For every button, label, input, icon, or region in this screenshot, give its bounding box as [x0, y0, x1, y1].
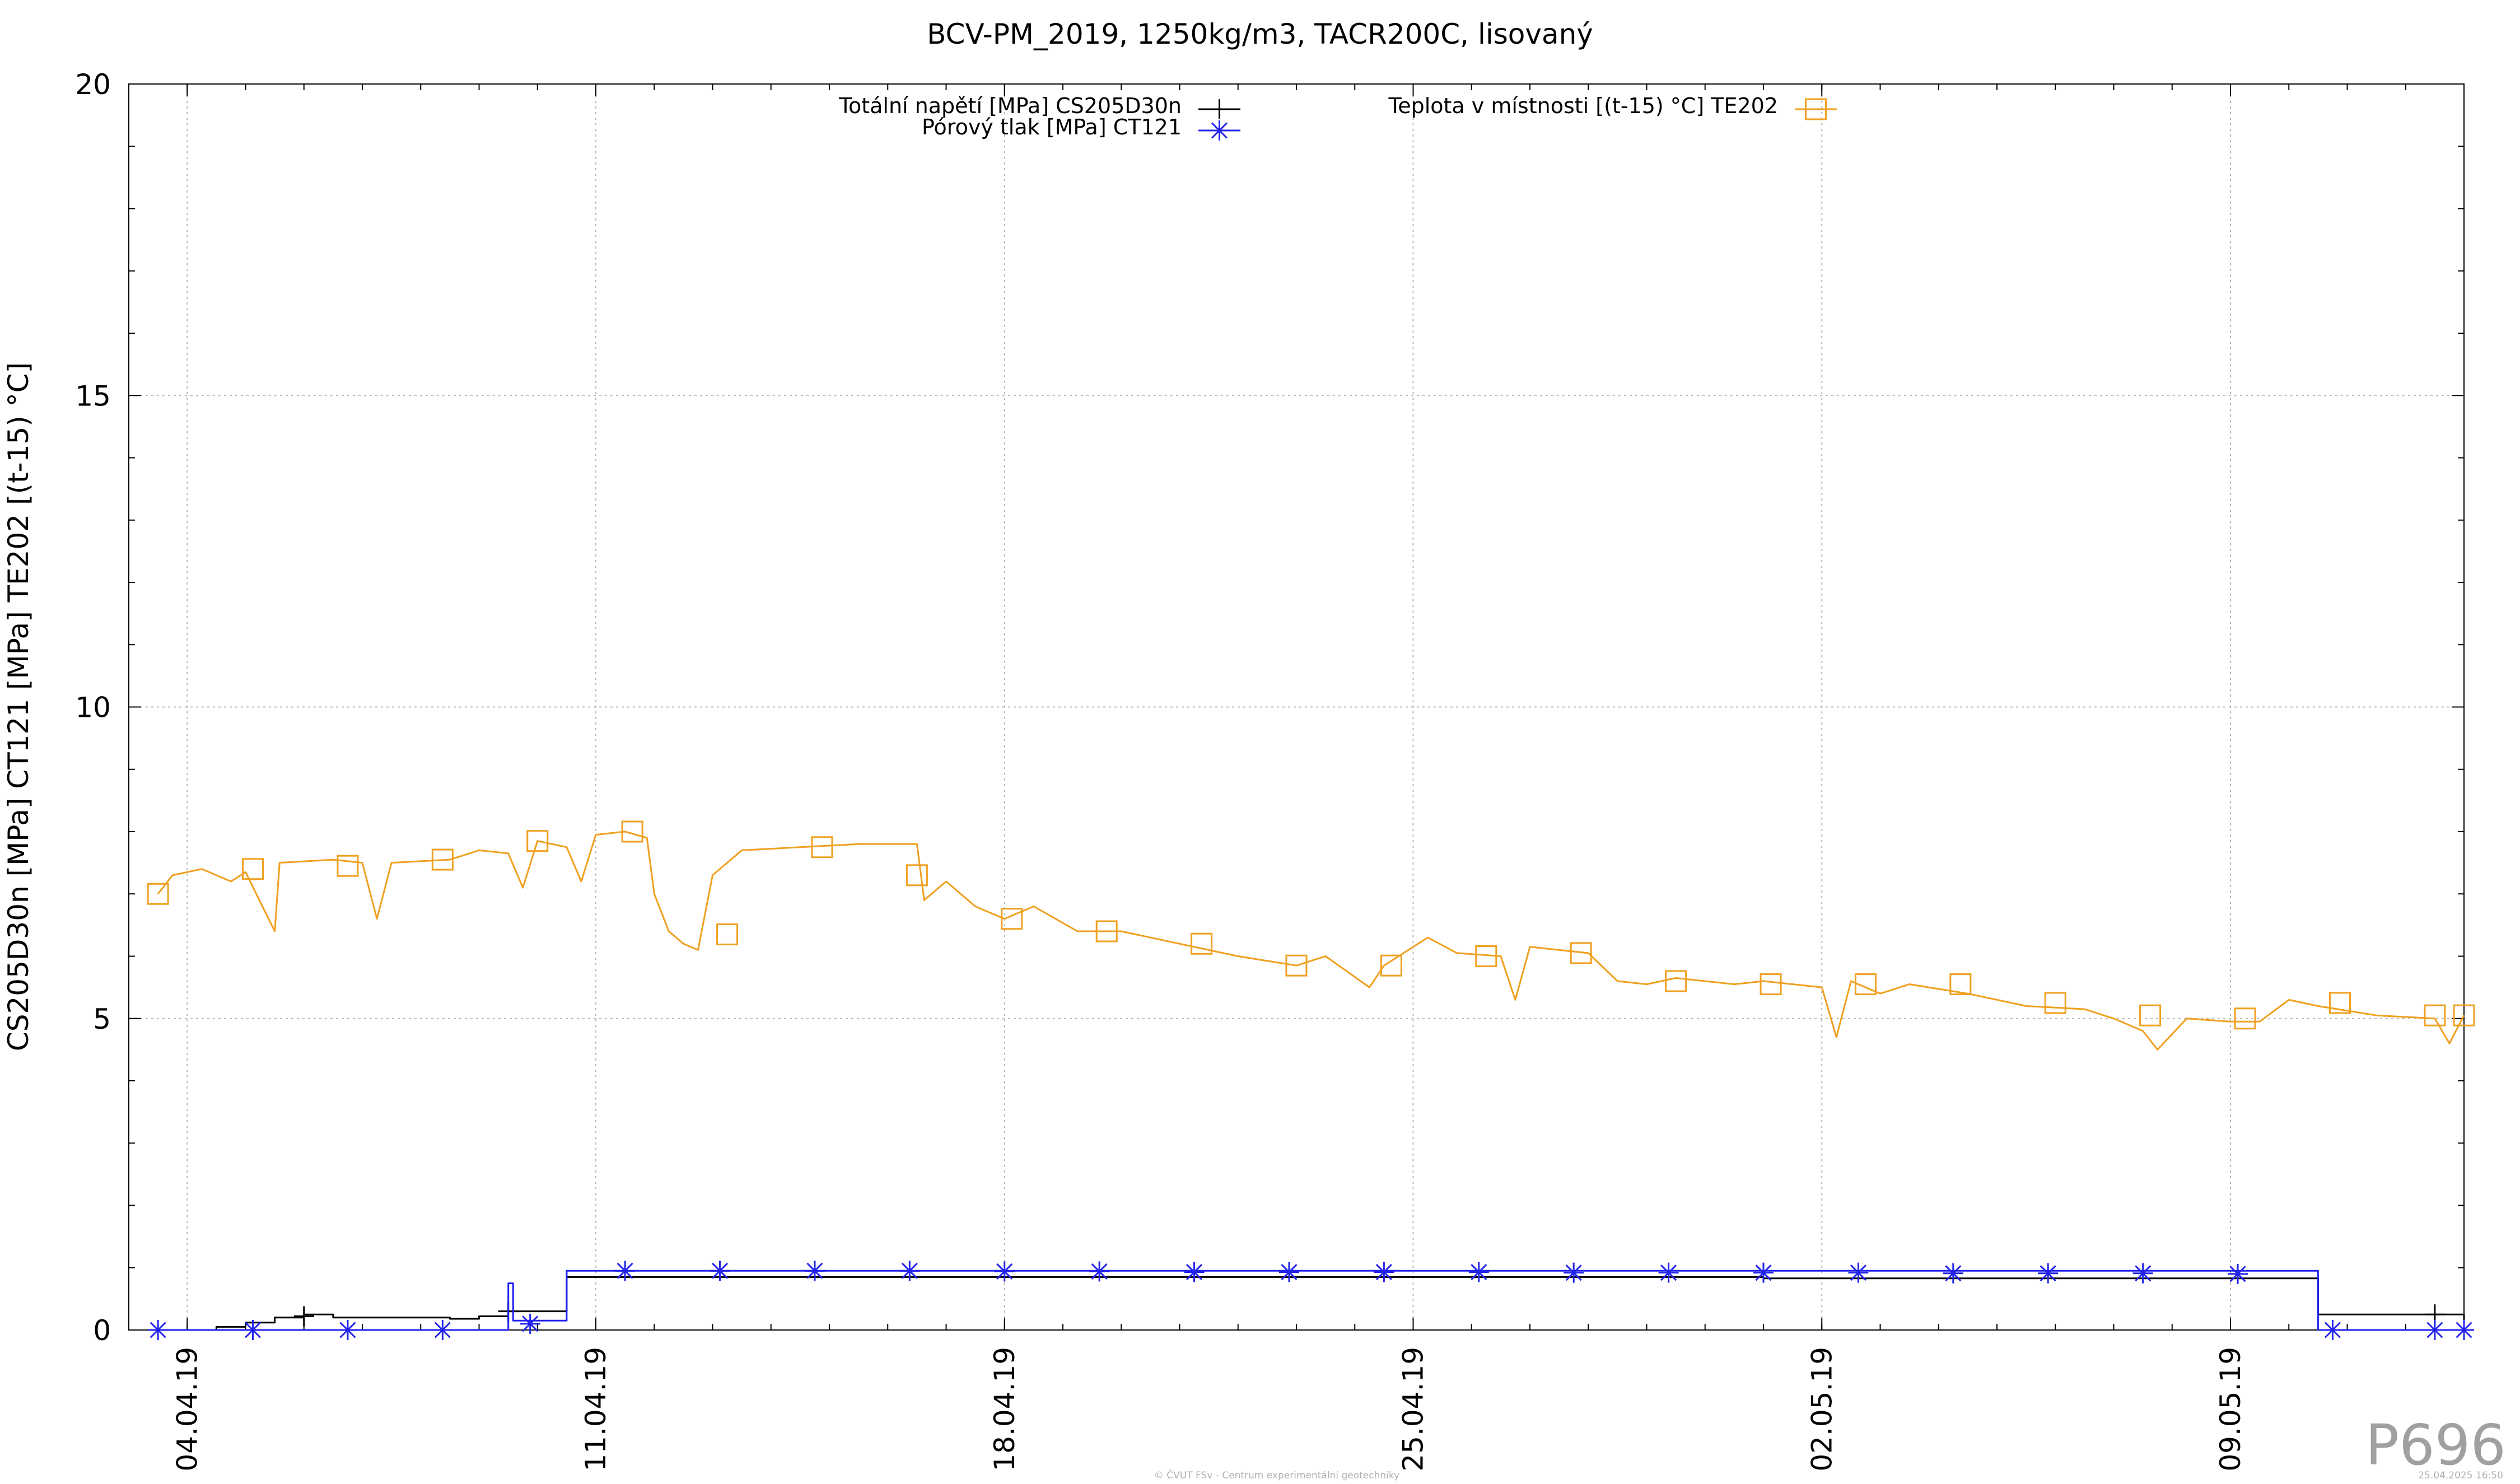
x-tick-label: 09.05.19 [2214, 1347, 2247, 1472]
footer-timestamp: 25.04.2025 16:50 [2418, 1470, 2503, 1481]
data-point [1949, 973, 1972, 996]
series-2 [147, 820, 2475, 1051]
data-point [1380, 954, 1402, 977]
data-point [432, 1320, 453, 1340]
data-point [2139, 1004, 2162, 1026]
watermark: P696 [2365, 1412, 2506, 1478]
data-point [1753, 1262, 1774, 1283]
data-point [242, 1320, 263, 1340]
x-tick-label: 18.04.19 [988, 1347, 1021, 1472]
data-point [710, 1261, 730, 1281]
data-point [994, 1261, 1015, 1282]
data-point [2132, 1263, 2153, 1284]
data-point [2454, 1320, 2474, 1340]
data-point [1278, 1262, 1299, 1282]
data-point [1374, 1262, 1394, 1282]
data-point [1089, 1261, 1110, 1282]
data-point [1848, 1262, 1869, 1283]
data-point [2424, 1004, 2446, 1026]
data-point [1665, 970, 1687, 992]
data-point [1468, 1262, 1489, 1282]
y-tick-label: 5 [93, 1003, 111, 1035]
legend-label: Pórový tlak [MPa] CT121 [922, 115, 1182, 139]
series-1 [148, 1261, 2474, 1340]
data-point [337, 1320, 358, 1340]
data-point [2328, 992, 2351, 1014]
data-point [2044, 992, 2066, 1014]
data-point [621, 820, 643, 843]
legend-label: Teplota v místnosti [(t-15) °C] TE202 [1388, 94, 1778, 118]
series-0 [158, 1276, 2465, 1331]
data-point [1658, 1262, 1679, 1283]
data-point [526, 830, 549, 852]
data-point [1943, 1263, 1963, 1284]
data-point [804, 1261, 825, 1281]
plot-frame [128, 83, 2465, 1331]
legend-marker [1209, 120, 1230, 141]
chart-title: BCV-PM_2019, 1250kg/m3, TACR200C, lisova… [927, 18, 1593, 50]
legend-marker [1209, 99, 1230, 119]
footer-credit: © ČVUT FSv - Centrum experimentální geot… [1154, 1469, 1399, 1481]
data-point [1854, 973, 1877, 996]
y-tick-label: 20 [75, 68, 111, 101]
data-point [2453, 1004, 2475, 1026]
data-point [337, 855, 359, 877]
data-point [1475, 945, 1497, 967]
data-point [431, 848, 454, 871]
data-point [899, 1261, 920, 1281]
data-point [1184, 1262, 1205, 1282]
y-axis-label: CS205D30n [MPa] CT121 [MPa] TE202 [(t-15… [2, 362, 35, 1051]
axis-ticks: 0 5 10 15 20 04.04.19 11.04.19 18.04.19 25.04.19… [75, 68, 2465, 1472]
data-point [148, 1320, 169, 1340]
data-point [1564, 1262, 1584, 1283]
x-tick-label: 02.05.19 [1805, 1347, 1838, 1472]
legend-marker [1805, 98, 1827, 120]
data-point [615, 1261, 636, 1281]
data-point [2234, 1007, 2256, 1030]
data-point [1001, 908, 1023, 930]
data-point [293, 1306, 314, 1327]
data-point [1570, 942, 1592, 964]
data-point [2322, 1320, 2343, 1340]
y-tick-label: 15 [75, 380, 111, 412]
series-line [158, 1270, 2464, 1331]
x-tick-label: 25.04.19 [1397, 1347, 1430, 1472]
data-point [2038, 1263, 2059, 1284]
data-point [716, 923, 739, 946]
data-point [242, 858, 264, 880]
data-point [906, 864, 928, 886]
data-point [147, 883, 169, 905]
data-point [1760, 973, 1782, 996]
data-point [1285, 954, 1308, 977]
x-tick-label: 11.04.19 [580, 1347, 612, 1472]
data-point [1095, 920, 1118, 942]
y-tick-label: 10 [75, 692, 111, 724]
x-tick-label: 04.04.19 [171, 1347, 203, 1472]
data-point [811, 836, 833, 858]
grid [129, 84, 2464, 1330]
data-point [520, 1313, 540, 1334]
data-point [1191, 932, 1213, 955]
data-point [2228, 1263, 2248, 1284]
series-line [158, 1276, 2465, 1331]
data-point [2424, 1320, 2445, 1340]
series-line [157, 830, 2465, 1051]
legend-label: Totální napětí [MPa] CS205D30n [838, 94, 1182, 118]
series-area [147, 820, 2475, 1340]
y-tick-label: 0 [93, 1314, 111, 1347]
